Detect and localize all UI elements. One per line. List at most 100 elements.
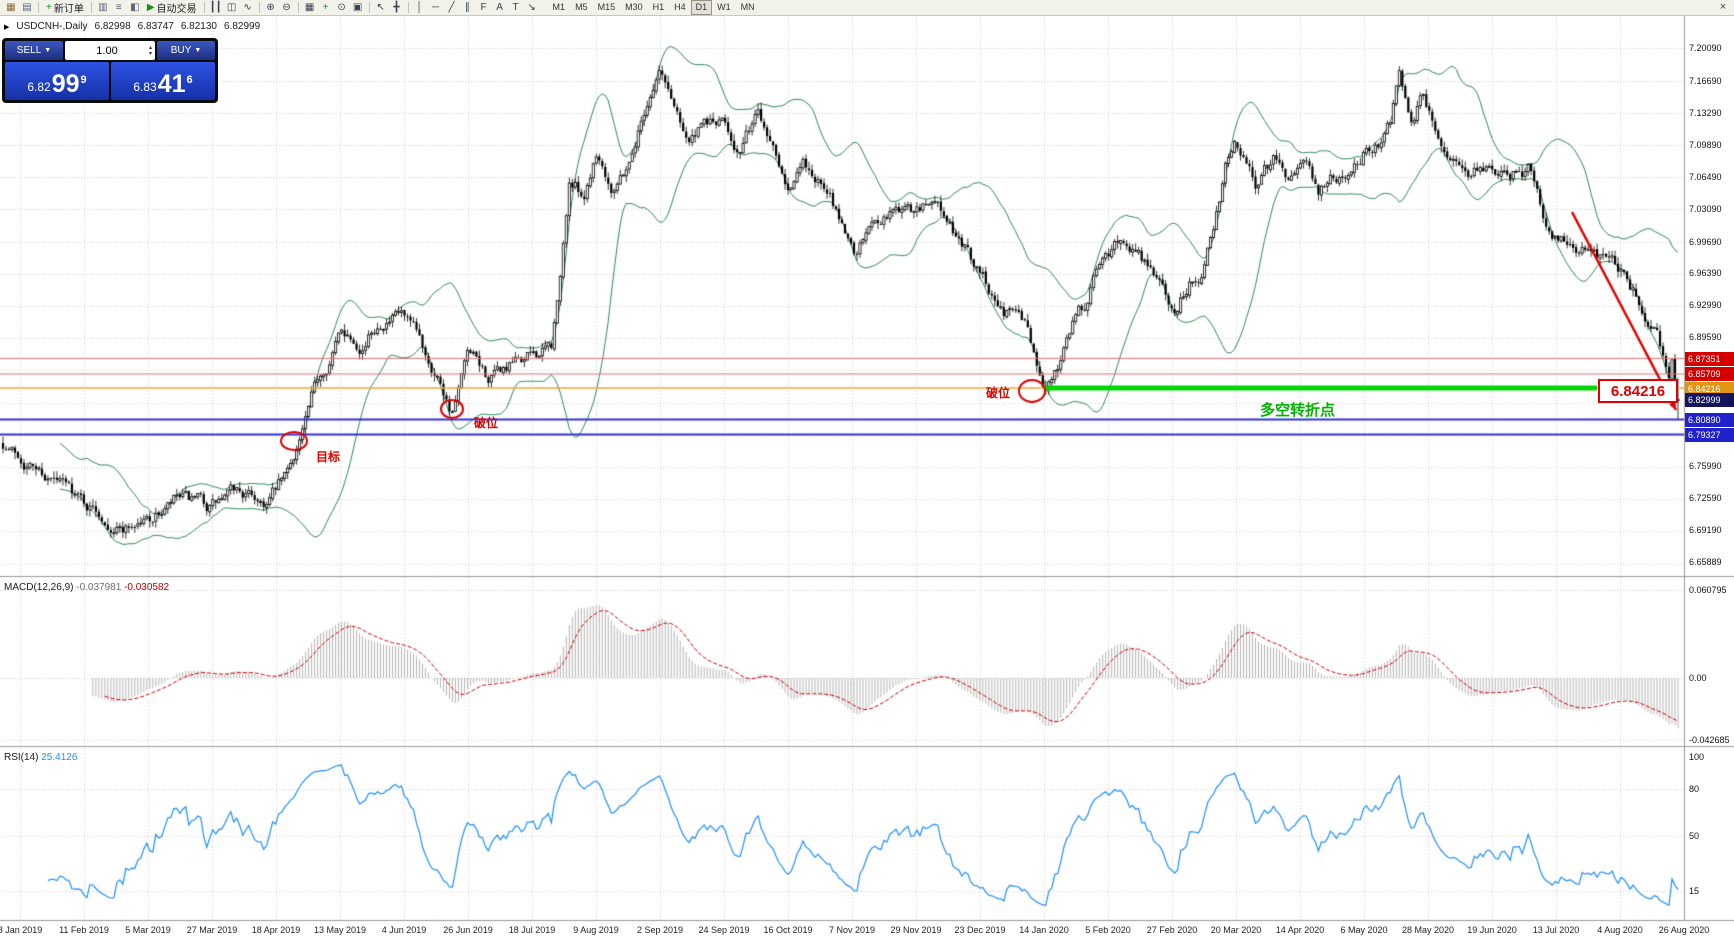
horizontal-line-icon[interactable]: ─ — [432, 1, 440, 13]
bars-chart-icon[interactable]: ┃┃ — [209, 1, 222, 13]
date-label: 9 Aug 2019 — [573, 925, 619, 935]
price-annotation-box: 6.84216 — [1598, 379, 1678, 403]
toolbar-separator — [368, 2, 370, 13]
templates-icon[interactable]: ▣ — [352, 1, 363, 13]
text-icon[interactable]: A — [496, 1, 503, 13]
arrows-icon[interactable]: ↘ — [527, 1, 536, 13]
new-chart-icon[interactable]: ▦ — [6, 1, 16, 13]
date-label: 18 Apr 2019 — [251, 925, 301, 935]
close-icon[interactable]: × — [1719, 1, 1727, 13]
date-label: 11 Feb 2019 — [59, 925, 109, 935]
chart-profiles-icon[interactable]: ▤ — [22, 1, 32, 13]
timeframe-h1[interactable]: H1 — [652, 2, 665, 12]
date-label: 26 Jun 2019 — [443, 925, 493, 935]
date-label: 27 Mar 2019 — [186, 925, 238, 935]
ohlc-close: 6.82999 — [223, 21, 261, 32]
vertical-line-icon[interactable]: │ — [416, 1, 423, 13]
timeframe-h4[interactable]: H4 — [674, 2, 686, 12]
sell-label: SELL — [16, 45, 42, 56]
price-axis-label: 7.16690 — [1689, 75, 1722, 86]
timeframe-m15[interactable]: M15 — [597, 2, 616, 12]
indicators-icon[interactable]: + — [322, 1, 329, 13]
ohlc-low: 6.82130 — [180, 21, 217, 32]
timeframe-w1[interactable]: W1 — [717, 2, 731, 12]
price-axis-label: 7.13290 — [1689, 107, 1722, 118]
crosshair-icon[interactable]: ╋ — [393, 1, 400, 13]
date-label: 5 Feb 2020 — [1085, 925, 1131, 935]
date-label: 24 Sep 2019 — [698, 925, 750, 935]
chevron-down-icon: ▼ — [194, 47, 202, 54]
sell-price-big: 99 — [51, 70, 80, 98]
price-tag: 6.82999 — [1685, 393, 1734, 408]
timeframe-d1[interactable]: D1 — [690, 0, 713, 15]
date-label: 26 Aug 2020 — [1658, 925, 1710, 935]
channel-icon[interactable]: ∥ — [465, 1, 471, 13]
volume-input[interactable]: 1.00 ▴ ▾ — [65, 41, 155, 60]
price-axis-label: 6.96390 — [1689, 267, 1722, 278]
new-order-button[interactable]: + 新订单 — [46, 2, 84, 15]
timeframe-m5[interactable]: M5 — [575, 2, 588, 12]
date-label: 14 Jan 2020 — [1019, 925, 1069, 935]
zoom-out-icon[interactable]: ⊖ — [282, 1, 291, 13]
market-watch-icon[interactable]: ≡ — [115, 1, 122, 13]
date-label: 4 Jun 2019 — [381, 925, 427, 935]
price-axis-label: 7.03090 — [1689, 204, 1722, 215]
buy-price-big: 41 — [157, 70, 186, 98]
autotrading-button[interactable]: ▶ 自动交易 — [146, 2, 197, 15]
timeframe-m30[interactable]: M30 — [625, 2, 643, 12]
spin-down-icon[interactable]: ▾ — [148, 50, 152, 57]
price-tag: 6.84216 — [1685, 381, 1734, 396]
price-axis-label: 6.69190 — [1689, 525, 1722, 536]
date-label: 2 Sep 2019 — [636, 925, 684, 935]
toolbar-separator — [38, 2, 39, 13]
price-axis-label: 6.99690 — [1689, 236, 1722, 247]
date-label: 18 Jul 2019 — [508, 925, 556, 935]
sell-price-button[interactable]: 6.82 99 9 — [5, 62, 109, 100]
toolbar: ▦ ▤ + 新订单 ▥ ≡ ◧ ▶ 自动交易 ┃┃ ◫ ∿ ⊕ ⊖ ▦ + ⊙ ▣ ↖ ╋ │ ─ ╱ ∥ F A T ↘ M1 M5 M… — [0, 0, 1734, 16]
fibonacci-icon[interactable]: F — [480, 1, 487, 13]
timeframe-m1[interactable]: M1 — [552, 2, 566, 12]
navigator-icon[interactable]: ◧ — [130, 1, 140, 13]
charts-list-icon[interactable]: ▥ — [98, 1, 108, 13]
zoom-in-icon[interactable]: ⊕ — [266, 1, 275, 13]
cursor-icon[interactable]: ↖ — [376, 1, 385, 13]
macd-value-1: -0.037981 — [76, 582, 122, 593]
one-click-trading-panel: SELL ▼ 1.00 ▴ ▾ BUY ▼ 6.82 99 9 6.83 41 … — [2, 38, 218, 103]
date-label: 7 Nov 2019 — [828, 925, 876, 935]
periods-icon[interactable]: ⊙ — [337, 1, 346, 13]
macd-name: MACD(12,26,9) — [4, 582, 74, 593]
macd-value-2: -0.030582 — [124, 582, 170, 593]
timeframe-mn[interactable]: MN — [740, 2, 755, 12]
date-label: 5 Mar 2019 — [125, 925, 171, 935]
break-label-2: 破位 — [986, 386, 1011, 400]
buy-price-button[interactable]: 6.83 41 6 — [111, 62, 215, 100]
spin-up-icon[interactable]: ▴ — [148, 44, 152, 51]
price-axis-label: 6.89590 — [1689, 332, 1722, 343]
macd-axis-label: -0.042685 — [1689, 734, 1730, 745]
rsi-axis-label: 50 — [1689, 831, 1700, 841]
symbol-name: USDCNH-,Daily — [16, 21, 88, 32]
ohlc-high: 6.83747 — [137, 21, 174, 32]
date-label: 13 Jul 2020 — [1532, 925, 1580, 935]
date-label: 20 Mar 2020 — [1210, 925, 1262, 935]
price-axis-label: 7.09890 — [1689, 139, 1722, 150]
rsi-name: RSI(14) — [4, 752, 39, 763]
toolbar-separator — [297, 2, 299, 13]
chart-title: ▶ USDCNH-,Daily 6.82998 6.83747 6.82130 … — [4, 21, 260, 32]
trendline-icon[interactable]: ╱ — [448, 1, 455, 13]
buy-button[interactable]: BUY ▼ — [157, 41, 215, 60]
sell-button[interactable]: SELL ▼ — [5, 41, 63, 60]
price-tag: 6.79327 — [1685, 427, 1734, 442]
toolbar-separator — [407, 2, 409, 13]
buy-price-small: 6.83 — [133, 80, 157, 94]
volume-stepper[interactable]: ▴ ▾ — [149, 45, 155, 57]
rsi-axis-label: 100 — [1689, 752, 1705, 762]
label-icon[interactable]: T — [512, 1, 519, 13]
line-chart-icon[interactable]: ∿ — [243, 1, 252, 13]
tile-windows-icon[interactable]: ▦ — [304, 1, 315, 13]
rsi-label: RSI(14) 25.4126 — [4, 752, 77, 763]
price-tag: 6.87351 — [1685, 351, 1734, 366]
sell-price-sup: 9 — [80, 74, 87, 86]
candles-chart-icon[interactable]: ◫ — [226, 1, 237, 13]
